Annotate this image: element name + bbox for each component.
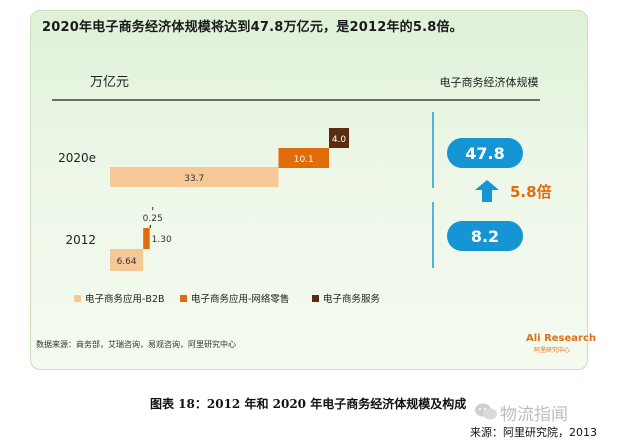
ali-research-logo: Ali Research <box>526 333 597 344</box>
source-note: 数据来源：商务部，艾瑞咨询，易观咨询，阿里研究中心 <box>36 340 236 349</box>
total-bubble <box>447 138 523 168</box>
bar-segment <box>278 148 329 168</box>
category-label: 2012 <box>65 233 96 247</box>
data-label: 1.30 <box>152 235 172 245</box>
legend-swatch <box>312 295 319 302</box>
bar-segment <box>110 249 144 271</box>
right-header: 电子商务经济体规模 <box>440 75 539 89</box>
legend-label: 电子商务服务 <box>323 293 381 305</box>
legend-label: 电子商务应用-B2B <box>85 293 165 305</box>
legend-label: 电子商务应用-网络零售 <box>191 293 289 305</box>
bar-segment <box>149 225 151 228</box>
ali-research-logo-sub: 阿里研究中心 <box>534 347 571 354</box>
unit-label: 万亿元 <box>90 75 129 90</box>
total-bubble <box>447 221 523 251</box>
data-label: 10.1 <box>294 155 314 165</box>
watermark-text: 物流指闻 <box>500 405 568 425</box>
chart-headline: 2020年电子商务经济体规模将达到47.8万亿元，是2012年的5.8倍。 <box>42 20 463 35</box>
legend-swatch <box>74 295 81 302</box>
data-label: 4.0 <box>332 135 347 145</box>
growth-multiple: 5.8倍 <box>510 183 552 201</box>
bar-segment <box>110 167 279 187</box>
bar-segment <box>143 228 150 249</box>
total-value: 8.2 <box>471 227 499 246</box>
total-value: 47.8 <box>465 144 504 163</box>
data-label: 0.25 <box>143 214 163 224</box>
category-label: 2020e <box>58 151 96 165</box>
data-label: 6.64 <box>117 257 137 267</box>
data-label: 33.7 <box>184 174 204 184</box>
source-credit: 来源：阿里研究院，2013 <box>470 426 597 439</box>
figure-caption: 图表 18：2012 年和 2020 年电子商务经济体规模及构成 <box>150 397 467 411</box>
legend-swatch <box>180 295 187 302</box>
bar-segment <box>329 128 349 148</box>
wechat-icon <box>475 403 497 420</box>
up-arrow-icon <box>475 180 499 202</box>
